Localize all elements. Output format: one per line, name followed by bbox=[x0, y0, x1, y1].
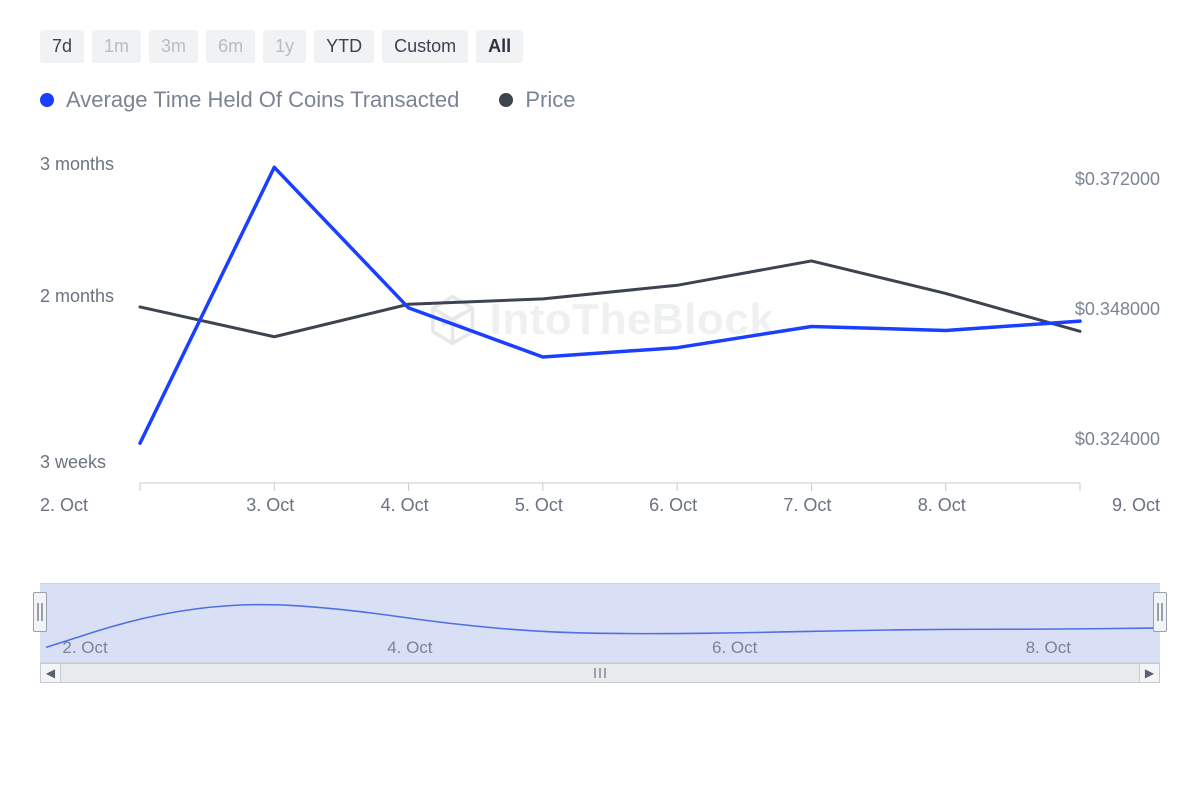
range-6m-button[interactable]: 6m bbox=[206, 30, 255, 63]
legend-dot-icon bbox=[499, 93, 513, 107]
time-range-selector: 7d1m3m6m1yYTDCustomAll bbox=[40, 30, 1160, 63]
y-right-tick-label: $0.348000 bbox=[1075, 299, 1160, 320]
y-right-tick-label: $0.372000 bbox=[1075, 169, 1160, 190]
navigator-handle-left[interactable] bbox=[33, 592, 47, 632]
scroll-left-arrow-icon[interactable]: ◀ bbox=[41, 664, 61, 682]
y-left-tick-label: 3 weeks bbox=[40, 452, 106, 473]
legend-item-series2[interactable]: Price bbox=[499, 87, 575, 113]
navigator-svg bbox=[40, 584, 1160, 662]
range-3m-button[interactable]: 3m bbox=[149, 30, 198, 63]
range-all-button[interactable]: All bbox=[476, 30, 523, 63]
x-tick-label: 4. Oct bbox=[381, 495, 429, 516]
navigator-x-label: 6. Oct bbox=[712, 638, 757, 658]
legend-item-series1[interactable]: Average Time Held Of Coins Transacted bbox=[40, 87, 459, 113]
x-tick-label: 9. Oct bbox=[1112, 495, 1160, 516]
x-tick-label: 8. Oct bbox=[918, 495, 966, 516]
range-1m-button[interactable]: 1m bbox=[92, 30, 141, 63]
navigator-x-label: 4. Oct bbox=[387, 638, 432, 658]
chart-svg bbox=[40, 123, 1160, 543]
navigator-x-label: 8. Oct bbox=[1026, 638, 1071, 658]
navigator: 2. Oct 4. Oct 6. Oct 8. Oct ◀ ▶ bbox=[40, 583, 1160, 683]
y-left-tick-label: 3 months bbox=[40, 154, 114, 175]
navigator-chart[interactable]: 2. Oct 4. Oct 6. Oct 8. Oct bbox=[40, 583, 1160, 663]
x-tick-label: 3. Oct bbox=[246, 495, 294, 516]
navigator-handle-right[interactable] bbox=[1153, 592, 1167, 632]
chart-container: 7d1m3m6m1yYTDCustomAll Average Time Held… bbox=[0, 0, 1200, 800]
x-tick-label: 6. Oct bbox=[649, 495, 697, 516]
legend-label: Price bbox=[525, 87, 575, 113]
x-tick-label: 5. Oct bbox=[515, 495, 563, 516]
legend: Average Time Held Of Coins Transacted Pr… bbox=[40, 87, 1160, 113]
navigator-scrollbar[interactable]: ◀ ▶ bbox=[40, 663, 1160, 683]
x-tick-label: 2. Oct bbox=[40, 495, 88, 516]
scroll-right-arrow-icon[interactable]: ▶ bbox=[1139, 664, 1159, 682]
range-custom-button[interactable]: Custom bbox=[382, 30, 468, 63]
x-tick-label: 7. Oct bbox=[783, 495, 831, 516]
scroll-grip-icon[interactable] bbox=[594, 668, 606, 678]
y-right-tick-label: $0.324000 bbox=[1075, 429, 1160, 450]
legend-label: Average Time Held Of Coins Transacted bbox=[66, 87, 459, 113]
legend-dot-icon bbox=[40, 93, 54, 107]
range-7d-button[interactable]: 7d bbox=[40, 30, 84, 63]
navigator-x-label: 2. Oct bbox=[62, 638, 107, 658]
range-ytd-button[interactable]: YTD bbox=[314, 30, 374, 63]
main-chart[interactable]: IntoTheBlock 3 weeks2 months3 months$0.3… bbox=[40, 123, 1160, 543]
range-1y-button[interactable]: 1y bbox=[263, 30, 306, 63]
y-left-tick-label: 2 months bbox=[40, 286, 114, 307]
